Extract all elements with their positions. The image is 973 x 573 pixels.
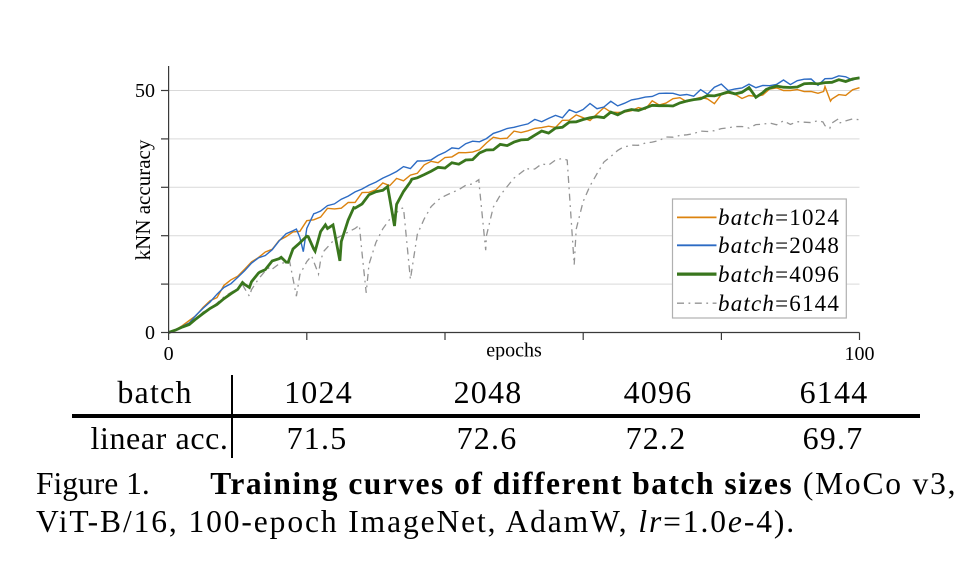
svg-text:0: 0 — [164, 343, 174, 360]
svg-text:kNN accuracy: kNN accuracy — [131, 139, 155, 260]
svg-text:50: 50 — [135, 80, 155, 102]
svg-text:batch=1024: batch=1024 — [718, 205, 840, 230]
svg-text:batch=4096: batch=4096 — [718, 262, 840, 287]
svg-text:100: 100 — [845, 343, 875, 360]
svg-text:batch=6144: batch=6144 — [718, 291, 840, 316]
svg-text:epochs: epochs — [486, 340, 542, 361]
svg-text:0: 0 — [145, 322, 155, 344]
svg-text:batch=2048: batch=2048 — [718, 233, 840, 258]
